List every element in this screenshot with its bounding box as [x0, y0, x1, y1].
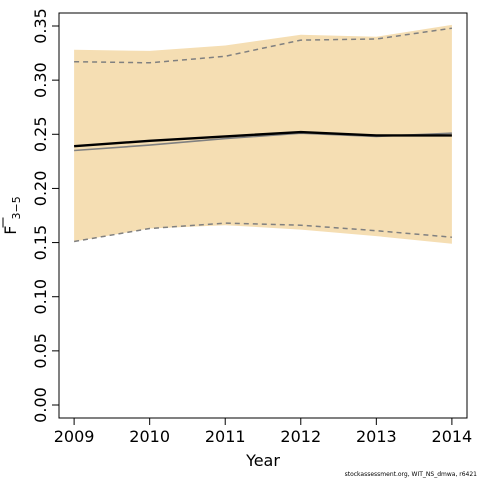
plot-area — [73, 24, 453, 244]
y-tick-label: 0.35 — [31, 8, 50, 44]
svg-text:F 3−5: F 3−5 — [1, 196, 23, 235]
series-estimate — [74, 130, 452, 148]
x-tick-label: 2013 — [356, 427, 397, 446]
y-axis-title: F 3−5 — [1, 196, 23, 235]
axes: 2009 2010 2011 2012 2013 2014 0.00 0.05 0.10 0.15… — [31, 8, 472, 446]
footer-credit: stockassessment.org, WIT_NS_dmwa, r6421 — [344, 471, 477, 478]
y-tick-label: 0.05 — [31, 333, 50, 369]
y-tick-label: 0.20 — [31, 171, 50, 207]
x-axis-title: Year — [245, 451, 280, 470]
y-tick-label: 0.30 — [31, 62, 50, 98]
y-tick-label: 0.00 — [31, 387, 50, 423]
x-tick-label: 2010 — [129, 427, 170, 446]
x-tick-label: 2012 — [280, 427, 321, 446]
y-tick-label: 0.15 — [31, 225, 50, 261]
y-tick-label: 0.10 — [31, 279, 50, 315]
series-previous-lower — [73, 222, 452, 243]
x-tick-label: 2009 — [54, 427, 95, 446]
x-tick-label: 2011 — [205, 427, 246, 446]
plot-frame — [58, 12, 468, 419]
y-axis-title-main: F — [1, 226, 20, 235]
y-axis-title-subscript: 3−5 — [10, 196, 23, 219]
y-tick-label: 0.25 — [31, 116, 50, 152]
x-tick-label: 2014 — [432, 427, 473, 446]
series-previous-upper — [74, 27, 453, 64]
